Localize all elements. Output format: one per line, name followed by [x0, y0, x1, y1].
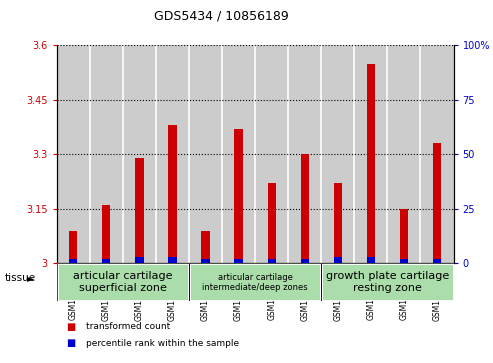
Bar [321, 45, 354, 263]
Bar [135, 158, 143, 263]
Bar [168, 125, 176, 263]
Bar [168, 257, 176, 263]
Bar [367, 64, 375, 263]
Bar [334, 257, 342, 263]
Bar [123, 45, 156, 263]
Bar [102, 205, 110, 263]
Bar [301, 259, 309, 263]
Bar [268, 259, 276, 263]
Text: growth plate cartilage
resting zone: growth plate cartilage resting zone [326, 272, 449, 293]
Bar [102, 259, 110, 263]
Bar [334, 183, 342, 263]
Text: articular cartilage
intermediate/deep zones: articular cartilage intermediate/deep zo… [202, 273, 308, 292]
Bar [189, 263, 321, 301]
Bar [400, 259, 408, 263]
Bar [288, 45, 321, 263]
Bar [433, 143, 441, 263]
Bar [433, 259, 441, 263]
Bar [321, 263, 454, 301]
Bar [268, 183, 276, 263]
Bar [301, 154, 309, 263]
Bar [235, 259, 243, 263]
Text: articular cartilage
superficial zone: articular cartilage superficial zone [73, 272, 173, 293]
Bar [235, 129, 243, 263]
Text: GDS5434 / 10856189: GDS5434 / 10856189 [154, 9, 289, 22]
Bar [57, 263, 189, 301]
Text: ►: ► [27, 273, 35, 283]
Bar [69, 259, 77, 263]
Bar [421, 45, 454, 263]
Bar [201, 259, 210, 263]
Text: ■: ■ [67, 322, 76, 332]
Text: transformed count: transformed count [86, 322, 171, 331]
Bar [57, 263, 189, 301]
Bar [400, 209, 408, 263]
Text: percentile rank within the sample: percentile rank within the sample [86, 339, 240, 347]
Bar [201, 231, 210, 263]
Bar [321, 263, 454, 301]
Bar [255, 45, 288, 263]
Text: tissue: tissue [5, 273, 36, 283]
Bar [387, 45, 421, 263]
Bar [135, 257, 143, 263]
Bar [57, 45, 90, 263]
Bar [90, 45, 123, 263]
Bar [367, 257, 375, 263]
Text: ■: ■ [67, 338, 76, 348]
Bar [354, 45, 387, 263]
Bar [189, 45, 222, 263]
Bar [222, 45, 255, 263]
Bar [189, 263, 321, 301]
Bar [156, 45, 189, 263]
Bar [69, 231, 77, 263]
